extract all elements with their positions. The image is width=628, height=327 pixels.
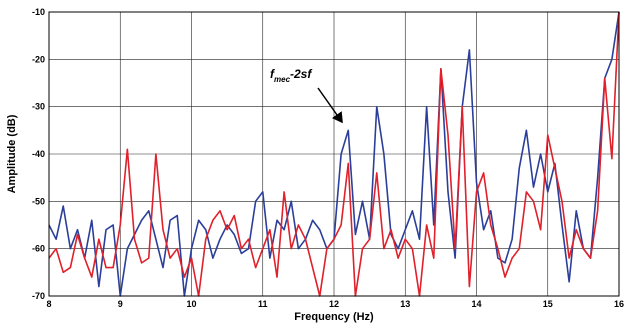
y-tick-label: -50 (32, 196, 45, 206)
x-tick-label: 9 (118, 299, 123, 309)
plot-frame (48, 11, 620, 297)
annotation-base: f (270, 67, 275, 81)
x-tick-label: 14 (471, 299, 481, 309)
x-axis-label: Frequency (Hz) (294, 311, 374, 323)
x-tick-label: 16 (614, 299, 624, 309)
annotation-arrow (317, 87, 343, 124)
y-tick-label: -70 (32, 291, 45, 301)
y-axis-label: Amplitude (dB) (6, 114, 18, 193)
annotation-subscript: mec (274, 75, 291, 84)
series-line (48, 11, 620, 297)
y-tick-label: -40 (32, 149, 45, 159)
x-tick-label: 11 (258, 299, 268, 309)
annotation-rest: -2sf (290, 67, 312, 81)
x-tick-label: 8 (46, 299, 51, 309)
x-tick-label: 12 (329, 299, 339, 309)
y-tick-label: -60 (32, 244, 45, 254)
x-tick-label: 10 (186, 299, 196, 309)
x-tick-label: 15 (543, 299, 553, 309)
y-tick-label: -10 (32, 7, 45, 17)
x-tick-label: 13 (400, 299, 410, 309)
y-tick-label: -30 (32, 102, 45, 112)
y-tick-label: -20 (32, 54, 45, 64)
annotation: fmec-2sf (270, 67, 312, 84)
